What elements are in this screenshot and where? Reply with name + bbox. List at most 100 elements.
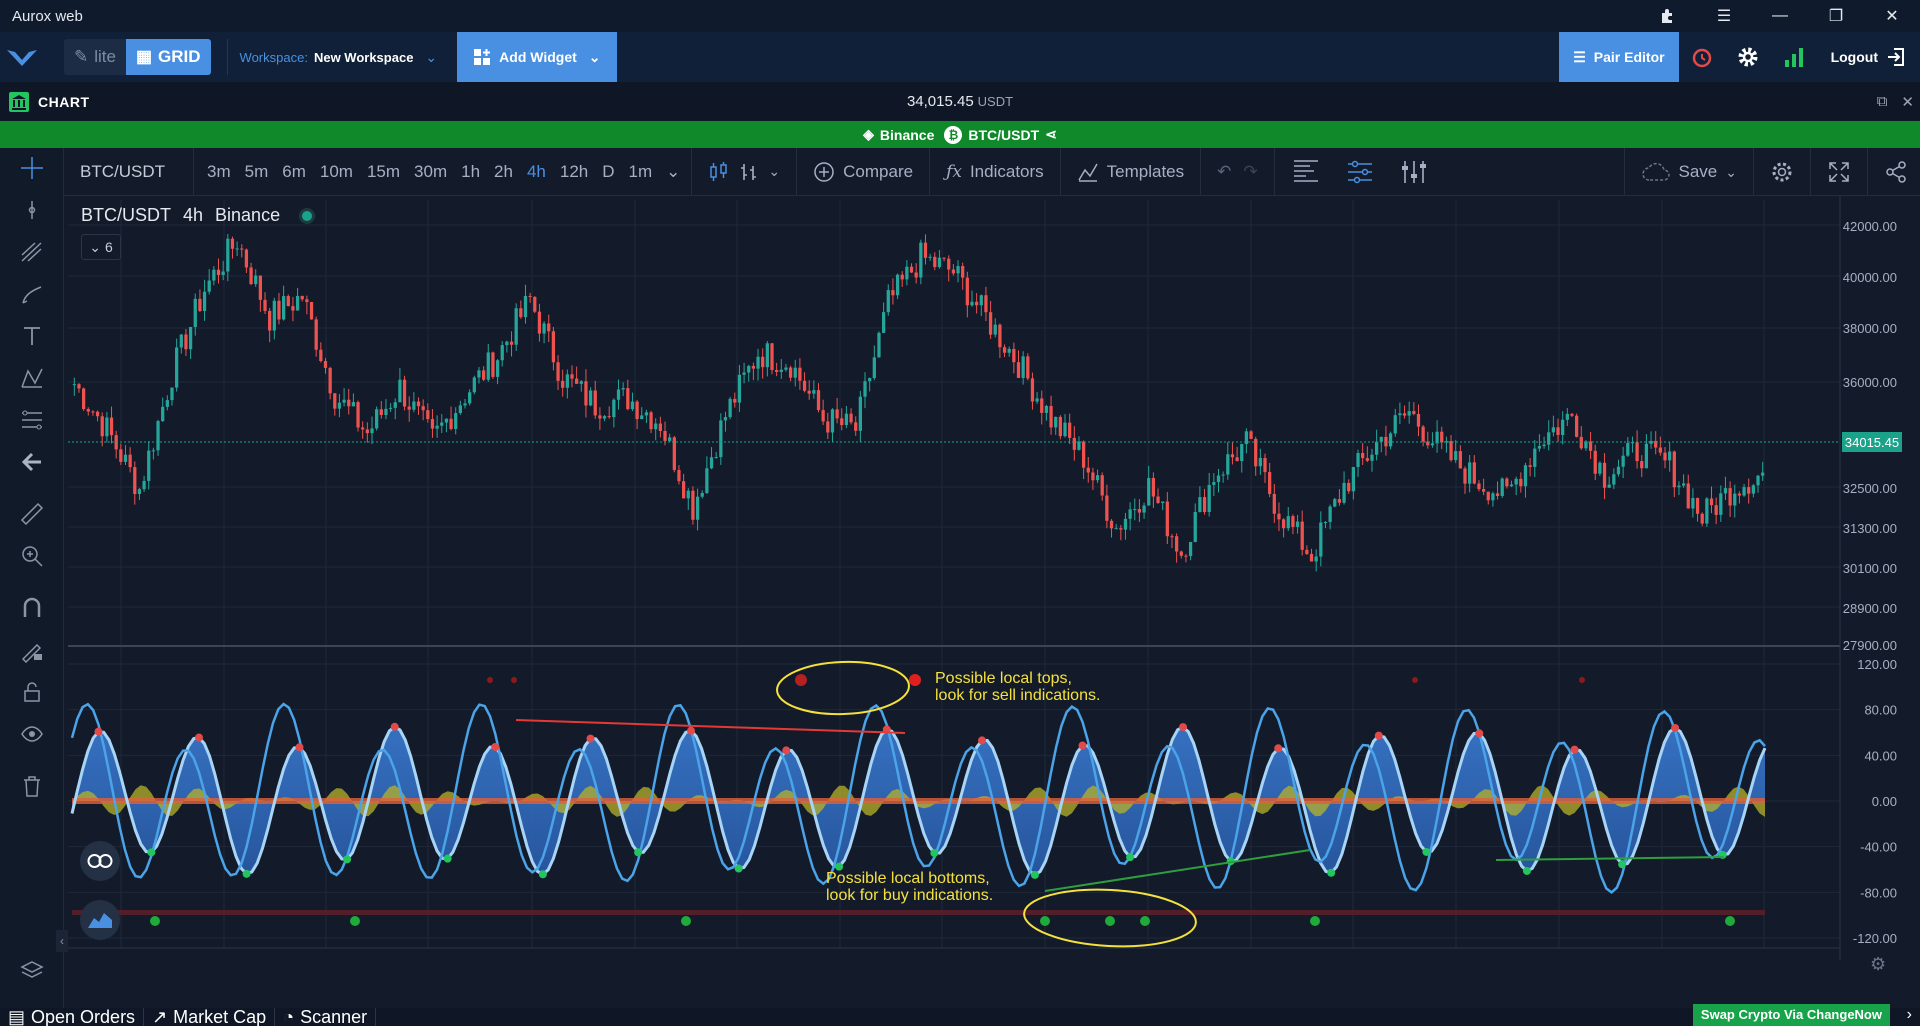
add-widget-button[interactable]: Add Widget ⌄ <box>457 32 617 82</box>
redo-icon[interactable]: ↷ <box>1243 161 1258 181</box>
interval-5m[interactable]: 5m <box>244 161 269 181</box>
symbol-search[interactable]: BTC/USDT <box>64 147 194 196</box>
ruler-icon[interactable] <box>0 494 64 534</box>
link-button[interactable] <box>80 841 120 881</box>
settings-gear-icon[interactable] <box>1725 32 1771 82</box>
candle-body <box>1277 513 1281 520</box>
chevron-right-icon[interactable]: › <box>1906 1006 1912 1023</box>
swap-crypto-button[interactable]: Swap Crypto Via ChangeNow <box>1692 1004 1890 1026</box>
osc-tick-label: -80.00 <box>1860 885 1897 900</box>
scanner-tab[interactable]: ◔ Scanner <box>275 1008 377 1026</box>
magnet-icon[interactable] <box>0 588 64 628</box>
interval-4h[interactable]: 4h <box>526 161 546 181</box>
close-icon[interactable]: ✕ <box>1885 8 1899 25</box>
candle-body <box>1342 482 1346 503</box>
zoom-in-icon[interactable] <box>0 536 64 576</box>
share-chart-icon[interactable] <box>1872 160 1920 184</box>
object-tree-icon[interactable] <box>1333 158 1387 186</box>
interval-10m[interactable]: 10m <box>319 161 353 181</box>
interval-3m[interactable]: 3m <box>207 161 231 181</box>
candle-body <box>1100 475 1104 496</box>
interval-30m[interactable]: 30m <box>414 161 448 181</box>
trash-icon[interactable] <box>0 766 64 806</box>
indicators-collapse-button[interactable]: ⌄ 6 <box>81 234 121 260</box>
candle-body <box>1602 462 1607 488</box>
interval-2h[interactable]: 2h <box>494 161 513 181</box>
candle-type-button[interactable]: ⌄ <box>696 161 792 183</box>
interval-D[interactable]: D <box>602 161 615 181</box>
interval-dropdown-icon[interactable]: ⌄ <box>666 161 681 181</box>
sliders-icon[interactable] <box>1387 158 1441 186</box>
candle-body <box>1500 478 1504 496</box>
interval-12h[interactable]: 12h <box>559 161 589 181</box>
candle-body <box>1323 521 1328 523</box>
candle-body <box>979 295 983 306</box>
arrow-left-icon[interactable] <box>0 442 64 482</box>
alarm-clock-icon[interactable] <box>1679 32 1725 82</box>
templates-button[interactable]: Templates <box>1065 161 1196 183</box>
menu-icon[interactable]: ☰ <box>1716 8 1732 25</box>
signal-strength-icon[interactable] <box>1771 32 1817 82</box>
exchange-selector[interactable]: ◈ Binance <box>863 126 935 143</box>
candle-body <box>742 372 746 375</box>
layers-icon[interactable] <box>0 951 64 991</box>
trend-line-icon[interactable] <box>0 190 64 230</box>
workspace-selector[interactable]: Workspace: New Workspace ⌄ <box>226 39 437 75</box>
brush-icon[interactable] <box>0 274 64 314</box>
market-cap-tab[interactable]: ↗ Market Cap <box>144 1008 276 1026</box>
logout-button[interactable]: Logout <box>1817 47 1920 67</box>
candle-body <box>1658 447 1662 453</box>
collapse-panel-icon[interactable]: ‹ <box>56 930 68 952</box>
popout-icon[interactable]: ⧉ <box>1876 92 1888 110</box>
interval-15m[interactable]: 15m <box>366 161 401 181</box>
widget-title[interactable]: CHART <box>0 91 90 113</box>
interval-6m[interactable]: 6m <box>282 161 306 181</box>
pair-selector[interactable]: ₿ BTC/USDT ⋖ <box>944 125 1057 144</box>
share-icon[interactable]: ⋖ <box>1045 126 1057 142</box>
minimize-icon[interactable]: — <box>1772 7 1788 24</box>
candle-body <box>1044 405 1049 413</box>
text-icon[interactable] <box>0 316 64 356</box>
lock-icon[interactable] <box>0 672 64 712</box>
crosshair-icon[interactable] <box>0 148 64 188</box>
chart-settings-icon[interactable] <box>1758 160 1806 184</box>
interval-1h[interactable]: 1h <box>461 161 481 181</box>
chart-legend: BTC/USDT 4h Binance <box>81 205 313 226</box>
fullscreen-icon[interactable] <box>1815 160 1863 184</box>
candle-body <box>477 370 481 378</box>
lite-mode-button[interactable]: ✎ lite <box>64 39 126 75</box>
legend-interval: 4h <box>183 205 204 225</box>
current-price-label: 34015.45 <box>1842 432 1902 452</box>
candle-body <box>900 274 904 280</box>
fib-icon[interactable] <box>0 400 64 440</box>
restore-icon[interactable]: ❐ <box>1828 8 1844 25</box>
data-window-icon[interactable] <box>1279 158 1333 186</box>
buy-dot <box>835 862 844 871</box>
binance-icon: ◈ <box>863 126 874 142</box>
grid-mode-button[interactable]: ▦ GRID <box>125 39 211 75</box>
candle-body <box>1458 451 1462 469</box>
extensions-icon[interactable] <box>1640 0 1696 32</box>
chart-style-button[interactable] <box>80 900 120 940</box>
open-orders-tab[interactable]: ▤ Open Orders <box>0 1008 145 1026</box>
undo-icon[interactable]: ↶ <box>1217 161 1232 181</box>
pattern-icon[interactable] <box>0 358 64 398</box>
time-axis-settings-icon[interactable]: ⚙ <box>1870 954 1887 974</box>
top-signal-dot <box>1412 677 1418 683</box>
candle-body <box>714 457 718 459</box>
candle-body <box>937 257 942 268</box>
price-chart[interactable]: 42000.00 40000.00 38000.00 36000.00 32500.00… <box>68 196 1920 960</box>
aurox-logo[interactable] <box>0 32 44 82</box>
pair-editor-button[interactable]: ☰ Pair Editor <box>1559 32 1679 82</box>
buy-dot <box>634 848 643 857</box>
save-button[interactable]: Save ⌄ <box>1629 162 1749 182</box>
pitchfork-icon[interactable] <box>0 232 64 272</box>
candle-body <box>1058 416 1062 437</box>
lock-drawing-icon[interactable] <box>0 630 64 670</box>
compare-button[interactable]: Compare <box>801 161 925 183</box>
candle-body <box>319 349 323 362</box>
indicators-button[interactable]: ƒx Indicators <box>946 161 1044 182</box>
interval-1m-month[interactable]: 1m <box>628 161 653 181</box>
eye-icon[interactable] <box>0 714 64 754</box>
close-widget-icon[interactable]: ✕ <box>1901 93 1914 111</box>
